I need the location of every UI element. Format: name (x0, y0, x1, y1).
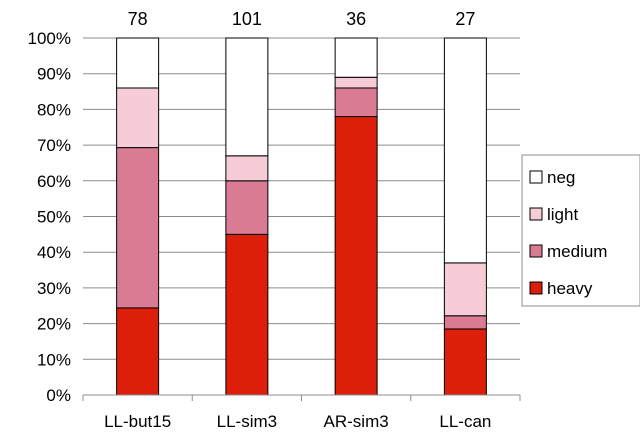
x-tick-label: LL-sim3 (217, 412, 277, 431)
legend-label: heavy (547, 279, 593, 298)
legend-swatch-neg (529, 170, 543, 184)
x-tick-label: LL-can (439, 412, 491, 431)
bar-segment-heavy (116, 307, 160, 396)
y-tick-label: 40% (37, 243, 71, 262)
bar-segment-heavy (334, 116, 378, 396)
bar-total-label: 36 (346, 9, 366, 29)
y-tick-label: 30% (37, 279, 71, 298)
x-axis: LL-but15 LL-sim3 AR-sim3 LL-can (82, 394, 521, 431)
bar-segment-heavy (225, 233, 269, 396)
y-tick-label: 20% (37, 315, 71, 334)
y-tick-label: 90% (37, 65, 71, 84)
bar-total-label: 101 (232, 9, 262, 29)
bar-segment-light (443, 262, 487, 317)
bar-segment-medium (116, 147, 160, 309)
legend-label: light (547, 205, 578, 224)
bar-segment-medium (443, 315, 487, 330)
y-axis-ticks: 0% 10% 20% 30% 40% 50% 60% 70% 80% 90% 100% (28, 29, 71, 405)
bar-total-label: 27 (455, 9, 475, 29)
bar-segment-light (116, 87, 160, 149)
bar-segment-medium (334, 87, 378, 118)
legend: neg light medium heavy (521, 154, 640, 307)
legend-swatch-heavy (529, 281, 543, 295)
legend-swatch-light (529, 207, 543, 221)
bar-segment-heavy (443, 328, 487, 396)
bar-segment-neg (225, 37, 269, 157)
y-tick-label: 60% (37, 172, 71, 191)
bar-totals: 78 101 36 27 (128, 9, 476, 29)
x-tick-label: AR-sim3 (324, 412, 389, 431)
legend-label: medium (547, 242, 607, 261)
bar-segment-light (225, 155, 269, 182)
bar-segment-neg (443, 37, 487, 264)
legend-label: neg (547, 168, 575, 187)
bar-total-label: 78 (128, 9, 148, 29)
y-tick-label: 100% (28, 29, 71, 48)
bars (116, 37, 487, 396)
y-tick-label: 70% (37, 136, 71, 155)
y-tick-label: 10% (37, 350, 71, 369)
legend-swatch-medium (529, 244, 543, 258)
y-tick-label: 0% (46, 386, 71, 405)
bar-segment-light (334, 76, 378, 89)
bar-segment-neg (116, 37, 160, 89)
bar-segment-medium (225, 180, 269, 235)
x-tick-label: LL-but15 (104, 412, 171, 431)
y-tick-label: 50% (37, 208, 71, 227)
bar-segment-neg (334, 37, 378, 78)
y-tick-label: 80% (37, 100, 71, 119)
